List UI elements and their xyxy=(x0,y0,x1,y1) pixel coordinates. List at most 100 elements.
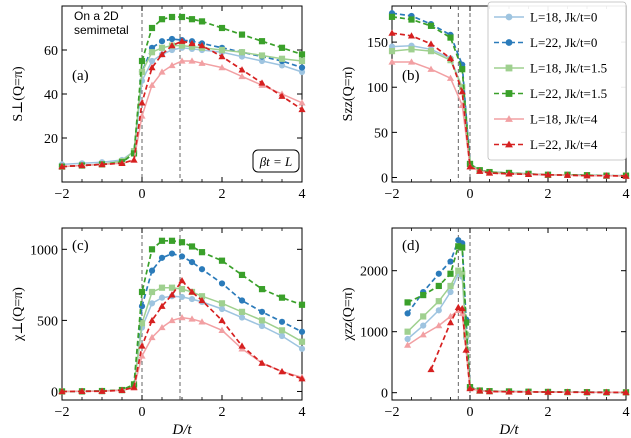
panel-label: (b) xyxy=(402,68,420,84)
panel-d: −2 0 2 4 0 1000 2000 χzz(Q=π) D/t (d) xyxy=(341,227,630,438)
x-tick-label: −2 xyxy=(385,405,400,420)
data-point xyxy=(130,383,138,390)
data-point xyxy=(298,375,306,382)
data-point xyxy=(476,167,484,174)
data-point xyxy=(420,322,427,329)
data-point xyxy=(524,170,533,178)
data-point xyxy=(278,327,286,334)
legend-marker xyxy=(505,115,513,122)
data-point xyxy=(446,318,455,326)
data-point xyxy=(118,159,126,166)
data-point xyxy=(544,171,552,178)
data-point xyxy=(148,64,156,71)
data-point xyxy=(178,239,186,246)
data-point xyxy=(505,388,513,395)
data-point xyxy=(188,295,196,303)
legend-marker xyxy=(505,140,513,148)
data-point xyxy=(388,48,396,55)
x-tick-label: −2 xyxy=(385,187,400,202)
series-l-22-jk-t-4 xyxy=(427,303,630,396)
data-point xyxy=(138,68,146,76)
data-point xyxy=(238,49,246,56)
data-point xyxy=(298,64,306,71)
data-point xyxy=(238,297,246,304)
data-point xyxy=(148,333,156,341)
data-point xyxy=(238,271,246,279)
x-tick-label: 2 xyxy=(545,405,552,420)
data-point xyxy=(447,282,454,290)
data-point xyxy=(168,250,176,257)
data-point xyxy=(158,44,166,51)
y-tick-label: 50 xyxy=(374,126,388,141)
data-point xyxy=(563,388,572,395)
data-point xyxy=(435,322,443,329)
annotation-line-1: On a 2D xyxy=(74,9,119,23)
data-point xyxy=(168,237,176,244)
data-point xyxy=(476,387,484,394)
data-point xyxy=(427,40,435,47)
data-point xyxy=(455,267,462,274)
data-point xyxy=(238,314,246,321)
series-l-22-jk-t-4 xyxy=(58,277,306,395)
y-tick-label: 60 xyxy=(44,44,58,59)
data-point xyxy=(188,315,196,322)
x-tick-label: 0 xyxy=(139,405,146,420)
data-point xyxy=(459,66,466,73)
x-tick-label: 4 xyxy=(299,405,306,420)
data-point xyxy=(118,386,126,394)
data-point xyxy=(459,84,466,91)
data-point xyxy=(178,286,186,293)
data-point xyxy=(583,172,591,179)
data-point xyxy=(98,387,106,394)
data-point xyxy=(258,52,266,59)
data-point xyxy=(58,387,66,395)
x-tick-label: −2 xyxy=(55,405,70,420)
y-axis-label: Szz(Q=π) xyxy=(341,66,356,121)
legend-entry: L=18, Jk/t=0 xyxy=(530,10,597,25)
data-point xyxy=(455,243,462,250)
data-point xyxy=(168,35,176,43)
data-point xyxy=(218,326,226,334)
data-point xyxy=(463,319,470,326)
legend-entry: L=22, Jk/t=1.5 xyxy=(530,86,607,101)
data-point xyxy=(278,55,286,62)
data-point xyxy=(485,169,494,176)
data-point xyxy=(138,57,146,65)
series-line xyxy=(61,279,303,393)
data-point xyxy=(458,88,466,95)
series-line xyxy=(430,306,626,394)
data-point xyxy=(278,294,286,301)
data-point xyxy=(148,288,156,296)
data-point xyxy=(427,22,435,29)
series-l-22-jk-t-4 xyxy=(388,29,630,179)
data-point xyxy=(446,74,455,81)
data-point xyxy=(258,317,266,324)
data-point xyxy=(158,16,166,23)
data-point xyxy=(435,307,442,314)
x-tick-label: 2 xyxy=(219,187,226,202)
data-point xyxy=(218,257,226,264)
data-point xyxy=(404,310,411,317)
series-line xyxy=(407,245,627,394)
y-tick-label: 0 xyxy=(381,171,388,186)
series-line xyxy=(407,309,626,394)
data-point xyxy=(168,61,176,69)
data-point xyxy=(198,266,206,273)
data-point xyxy=(407,58,416,65)
y-tick-label: 0 xyxy=(381,387,388,402)
data-point xyxy=(238,308,246,315)
data-point xyxy=(407,32,416,39)
series-l-22-jk-t-4 xyxy=(58,37,306,170)
data-point xyxy=(148,24,156,32)
data-point xyxy=(458,304,466,312)
data-point xyxy=(524,388,533,395)
data-point xyxy=(58,163,66,170)
data-point xyxy=(218,64,226,71)
x-tick-label: 0 xyxy=(139,187,146,202)
data-point xyxy=(218,316,226,324)
data-point xyxy=(447,34,454,41)
data-point xyxy=(188,259,196,266)
legend-entry: L=18, Jk/t=4 xyxy=(530,112,598,127)
data-point xyxy=(435,270,442,277)
data-point xyxy=(168,284,176,291)
